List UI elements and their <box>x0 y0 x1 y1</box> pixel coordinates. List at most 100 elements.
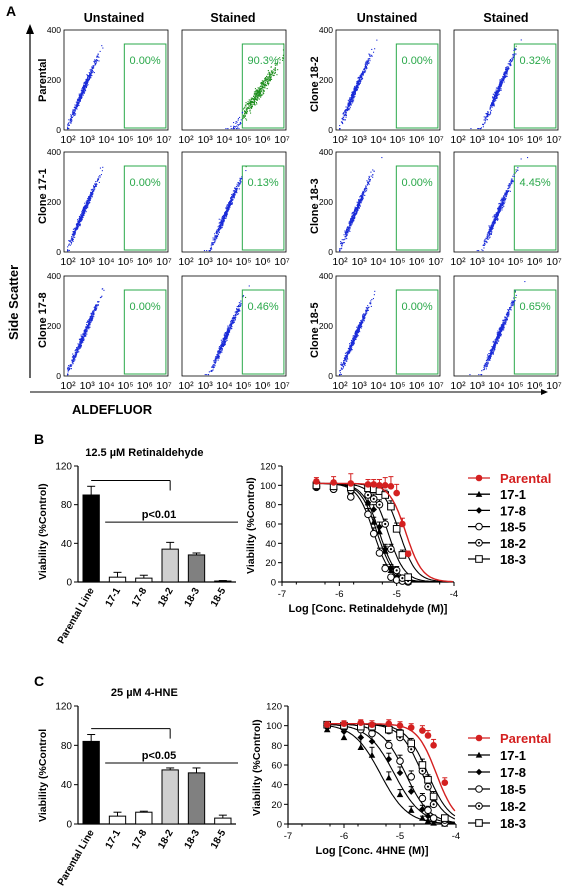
flow-dot <box>218 352 220 354</box>
flow-dot <box>251 99 253 101</box>
flow-dot <box>95 64 97 66</box>
flow-dot <box>88 320 90 322</box>
flow-dot <box>221 222 223 224</box>
flow-dot <box>218 231 220 233</box>
flow-dot <box>84 91 86 93</box>
flow-dot <box>225 212 227 214</box>
flow-dot <box>75 356 77 358</box>
flow-dot <box>231 202 233 204</box>
flow-dot <box>269 79 271 81</box>
flow-dot <box>88 328 90 330</box>
flow-dot <box>82 335 84 337</box>
flow-x-tick: 10⁶ <box>255 256 271 268</box>
flow-dot <box>513 175 515 177</box>
flow-dot <box>267 82 269 84</box>
flow-dot <box>252 97 254 99</box>
flow-dot <box>95 308 97 310</box>
flow-dot <box>486 115 488 117</box>
header-unstained-right: Unstained <box>357 11 417 25</box>
flow-dot <box>234 319 236 321</box>
flow-dot <box>91 196 93 198</box>
flow-dot <box>493 221 495 223</box>
flow-dot <box>273 73 275 75</box>
flow-dot <box>217 226 219 228</box>
flow-dot <box>89 77 91 79</box>
flow-dot <box>82 337 84 339</box>
flow-dot <box>353 96 355 98</box>
flow-dot <box>350 346 352 348</box>
flow-dot <box>71 240 73 242</box>
flow-dot <box>203 250 205 252</box>
flow-dot <box>85 328 87 330</box>
flow-dot <box>485 237 487 239</box>
flow-dot <box>94 308 96 310</box>
flow-dot <box>67 373 69 375</box>
flow-dot <box>68 122 70 124</box>
flow-dot <box>489 107 491 109</box>
flow-dot <box>101 45 103 47</box>
flow-dot <box>103 289 105 291</box>
flow-dot <box>221 349 223 351</box>
flow-dot <box>500 89 502 91</box>
flow-dot <box>348 103 350 105</box>
flow-dot <box>252 101 254 103</box>
flow-dot <box>235 122 237 124</box>
flow-dot <box>257 92 259 94</box>
flow-dot <box>489 228 491 230</box>
flow-dot <box>265 77 267 79</box>
flow-dot <box>354 332 356 334</box>
flow-dot <box>261 87 263 89</box>
flow-dot <box>509 185 511 187</box>
flow-dot <box>504 194 506 196</box>
flow-dot <box>507 67 509 69</box>
flow-dot <box>496 217 498 219</box>
flow-x-tick: 10⁵ <box>508 256 524 268</box>
flow-dot <box>238 305 240 307</box>
flow-dot <box>90 72 92 74</box>
flow-dot <box>508 190 510 192</box>
flow-dot <box>492 101 494 103</box>
flow-dot <box>253 93 255 95</box>
flow-dot <box>78 101 80 103</box>
flow-dot <box>229 325 231 327</box>
flow-dot <box>500 198 502 200</box>
flow-dot <box>355 331 357 333</box>
flow-dot <box>361 197 363 199</box>
flow-dot <box>260 90 262 92</box>
flow-dot <box>489 227 491 229</box>
flow-dot <box>239 177 241 179</box>
flow-dot <box>373 294 375 296</box>
flow-dot <box>88 199 90 201</box>
flow-dot <box>263 89 265 91</box>
flow-dot <box>78 218 80 220</box>
flow-dot <box>263 92 265 94</box>
flow-dot <box>364 190 366 192</box>
flow-dot <box>346 110 348 112</box>
flow-dot <box>239 302 241 304</box>
flow-dot <box>89 74 91 76</box>
flow-dot <box>493 97 495 99</box>
flow-dot <box>499 328 501 330</box>
flow-dot <box>224 342 226 344</box>
flow-dot <box>364 187 366 189</box>
flow-dot <box>86 331 88 333</box>
flow-dot <box>482 126 484 128</box>
flow-dot <box>95 59 97 61</box>
flow-dot <box>360 195 362 197</box>
flow-dot <box>357 205 359 207</box>
flow-dot <box>366 190 368 192</box>
flow-dot <box>95 62 97 64</box>
flow-dot <box>368 179 370 181</box>
flow-dot <box>91 194 93 196</box>
flow-dot <box>85 79 87 81</box>
flow-dot <box>78 351 80 353</box>
flow-dot <box>345 232 347 234</box>
flow-dot <box>222 224 224 226</box>
flow-dot <box>349 228 351 230</box>
flow-x-tick: 10⁴ <box>370 256 386 268</box>
flow-dot <box>96 304 98 306</box>
flow-dot <box>216 355 218 357</box>
flow-dot <box>232 194 234 196</box>
flow-dot <box>352 221 354 223</box>
flow-dot <box>364 191 366 193</box>
